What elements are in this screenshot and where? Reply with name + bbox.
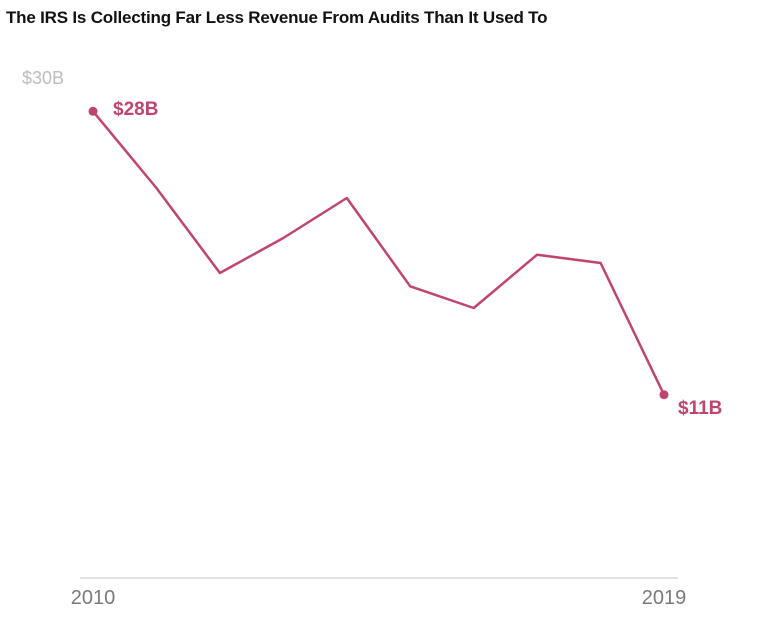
chart-title: The IRS Is Collecting Far Less Revenue F… bbox=[6, 8, 548, 27]
x-tick-label-end: 2019 bbox=[642, 587, 687, 609]
annotation-end: $11B bbox=[678, 398, 722, 419]
series-line bbox=[92, 110, 666, 396]
x-tick-label-start: 2010 bbox=[71, 587, 116, 609]
y-axis: $30B bbox=[22, 68, 64, 88]
y-tick-label-top: $30B bbox=[22, 68, 64, 88]
data-point-start bbox=[88, 106, 98, 116]
series-layer bbox=[88, 106, 669, 400]
annotations: $28B $11B bbox=[113, 99, 722, 419]
x-axis: 2010 2019 bbox=[71, 587, 687, 609]
data-point-end bbox=[659, 390, 669, 400]
annotation-start: $28B bbox=[113, 99, 158, 120]
